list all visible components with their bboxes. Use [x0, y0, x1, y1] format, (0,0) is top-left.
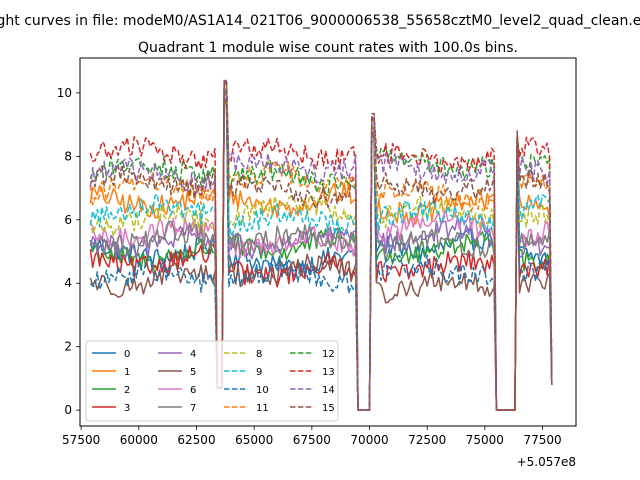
- legend-label-14: 14: [322, 385, 335, 396]
- series-line-11: [89, 82, 553, 411]
- series-line-7: [89, 90, 553, 411]
- y-tick-label: 2: [64, 340, 72, 354]
- legend-label-1: 1: [124, 367, 130, 378]
- x-tick-label: 57500: [62, 433, 100, 447]
- x-tick-label: 65000: [235, 433, 273, 447]
- x-offset-label: +5.057e8: [517, 455, 576, 469]
- series-layer: [89, 78, 553, 411]
- x-axis: 57500 60000 62500 65000 67500 70000 72500 75000…: [62, 426, 562, 447]
- legend-label-11: 11: [256, 403, 269, 414]
- x-tick-label: 62500: [177, 433, 215, 447]
- y-tick-label: 10: [57, 86, 72, 100]
- legend-label-3: 3: [124, 403, 130, 414]
- plot-frame: [79, 57, 577, 427]
- series-line-13: [89, 81, 553, 411]
- x-tick-label: 77500: [523, 433, 561, 447]
- legend-label-8: 8: [256, 349, 262, 360]
- series-line-15: [89, 78, 553, 411]
- legend-label-2: 2: [124, 385, 130, 396]
- y-tick-label: 8: [64, 149, 72, 163]
- legend-label-13: 13: [322, 367, 335, 378]
- y-axis: 0 2 4 6 8 10: [57, 86, 80, 417]
- chart-suptitle: Light curves in file: modeM0/AS1A14_021T…: [0, 13, 640, 29]
- x-tick-label: 60000: [120, 433, 158, 447]
- series-line-4: [89, 97, 553, 411]
- legend-label-7: 7: [190, 403, 196, 414]
- x-tick-label: 75000: [466, 433, 504, 447]
- chart-title: Quadrant 1 module wise count rates with …: [138, 40, 518, 56]
- y-tick-label: 4: [64, 276, 72, 290]
- series-line-9: [89, 88, 553, 411]
- series-line-6: [89, 92, 553, 411]
- x-tick-label: 70000: [350, 433, 388, 447]
- series-line-10: [89, 88, 553, 411]
- legend-label-0: 0: [124, 349, 130, 360]
- x-tick-label: 72500: [408, 433, 446, 447]
- series-line-5: [89, 93, 553, 411]
- legend-label-5: 5: [190, 367, 196, 378]
- legend-label-15: 15: [322, 403, 335, 414]
- y-tick-label: 6: [64, 213, 72, 227]
- y-tick-label: 0: [64, 403, 72, 417]
- legend-label-6: 6: [190, 385, 196, 396]
- series-line-8: [89, 87, 553, 411]
- x-tick-label: 67500: [293, 433, 331, 447]
- series-line-14: [89, 78, 553, 411]
- legend-box: [85, 340, 339, 422]
- legend-label-10: 10: [256, 385, 269, 396]
- legend-label-9: 9: [256, 367, 262, 378]
- legend-label-12: 12: [322, 349, 335, 360]
- legend-label-4: 4: [190, 349, 196, 360]
